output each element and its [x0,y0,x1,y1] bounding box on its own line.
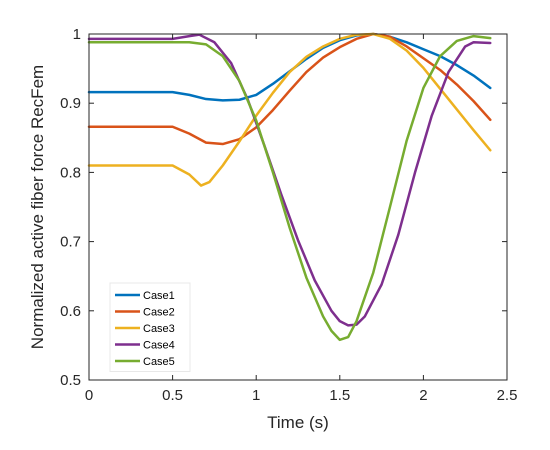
y-tick-label: 0.8 [60,164,81,181]
series-line-case1 [87,32,492,102]
axes-box [88,33,508,381]
x-axis-label: Time (s) [267,413,329,432]
y-axis-label: Normalized active fiber force RecFem [28,65,47,349]
legend: Case1 Case2 Case3 Case4 Case5 [109,282,191,372]
axes-layer: 0 0.5 1 1.5 2 2.50.50.60.70.80.91 [60,26,517,404]
legend-label-case1: Case1 [143,290,175,302]
x-tick-label: 2 [419,387,427,404]
series-line-case5 [87,34,492,342]
y-tick-label: 0.6 [60,303,81,320]
x-tick-label: 1.5 [329,387,350,404]
x-tick-label: 0.5 [162,387,183,404]
x-tick-label: 2.5 [497,387,518,404]
x-tick-label: 1 [252,387,260,404]
y-tick-label: 1 [73,26,81,43]
legend-label-case2: Case2 [143,307,175,319]
legend-label-case5: Case5 [143,356,175,368]
y-tick-label: 0.7 [60,234,81,251]
y-tick-label: 0.9 [60,95,81,112]
legend-label-case4: Case4 [143,340,175,352]
y-tick-label: 0.5 [60,372,81,389]
legend-label-case3: Case3 [143,323,175,335]
series-line-case2 [87,32,492,146]
series-line-case4 [87,33,492,327]
x-tick-label: 0 [85,387,93,404]
series-layer [87,32,492,342]
